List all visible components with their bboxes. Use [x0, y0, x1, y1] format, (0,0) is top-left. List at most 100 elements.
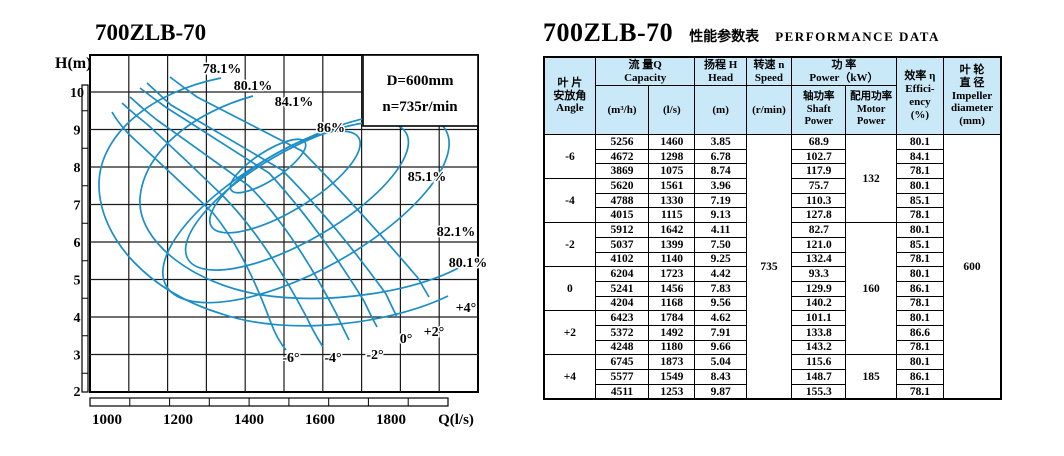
head-cell: 3.96 — [694, 178, 747, 194]
angle-label: -4° — [324, 351, 341, 366]
x-tick: 1000 — [92, 412, 122, 428]
performance-chart-panel: 700ZLB-70 H(m) D=600mm n=735r/min 78.1% … — [0, 0, 530, 451]
efficiency-cell: 85.1 — [895, 192, 945, 209]
efficiency-cell: 78.1 — [895, 163, 945, 180]
capacity-ls-cell: 1180 — [648, 339, 696, 356]
efficiency-cell: 85.1 — [895, 236, 945, 253]
shaft-power-cell: 132.4 — [791, 251, 847, 268]
blade-angle-labels: -6° -4° -2° 0° +2° +4° — [281, 300, 478, 368]
capacity-ls-cell: 1075 — [648, 163, 696, 180]
capacity-m3h-cell: 5241 — [594, 280, 650, 297]
legend-speed: n=735r/min — [382, 99, 458, 115]
capacity-ls-cell: 1784 — [648, 310, 696, 326]
x-scale-ticks — [129, 398, 409, 406]
capacity-m3h-cell: 5256 — [594, 134, 650, 150]
efficiency-cell: 78.1 — [895, 207, 945, 224]
header-capacity-cn: 流 量Q — [628, 58, 662, 71]
efficiency-cell: 80.1 — [895, 266, 945, 282]
table-row: +4 6745 1873 5.04 115.6 185 80.1 — [543, 354, 1001, 400]
efficiency-cell: 78.1 — [895, 339, 945, 356]
shaft-power-cell: 148.7 — [791, 369, 847, 385]
shaft-power-cell: 75.7 — [791, 178, 847, 194]
header-power-cn: 功 率 — [831, 58, 857, 71]
shaft-power-cell: 93.3 — [791, 266, 847, 282]
header-head-cn: 扬程 H — [703, 58, 738, 71]
head-cell: 4.62 — [694, 310, 747, 326]
head-cell: 9.66 — [694, 339, 747, 356]
motor-power-cell: 132 — [845, 133, 897, 224]
blade-angle-curves — [111, 76, 430, 351]
y-tick: 4 — [74, 311, 81, 326]
capacity-m3h-cell: 5577 — [594, 369, 650, 385]
vertical-gridlines — [128, 55, 440, 392]
efficiency-cell: 80.1 — [895, 134, 945, 150]
table-subtitle-cn: 性能参数表 — [689, 30, 760, 45]
capacity-m3h-cell: 3869 — [594, 163, 650, 180]
header-efficiency-en2: ency — [909, 96, 931, 108]
curve-angle-plus4 — [169, 76, 430, 298]
header-shaft-cn: 轴功率 — [803, 91, 835, 103]
table-row: 4672 1298 6.78 102.7 84.1 — [544, 148, 1001, 165]
table-row: +2 6423 1784 4.62 101.1 80.1 — [543, 310, 1001, 356]
table-subtitle-en: PERFORMANCE DATA — [775, 29, 940, 44]
motor-power-cell: 160 — [845, 222, 897, 356]
header-impeller-en2: diameter — [950, 102, 994, 115]
y-tick: 9 — [74, 124, 81, 139]
head-cell: 5.04 — [694, 354, 747, 370]
x-tick: 1800 — [376, 412, 406, 428]
header-head-group: 扬程 H Head — [694, 56, 747, 86]
capacity-ls-cell: 1399 — [648, 236, 696, 253]
header-shaft-en1: Shaft — [806, 103, 831, 115]
header-impeller-cn1: 叶 轮 — [959, 63, 985, 76]
curve-angle-minus2 — [129, 96, 350, 341]
capacity-m3h-cell: 5372 — [594, 324, 650, 341]
capacity-m3h-cell: 4788 — [594, 192, 650, 209]
x-tick: 1200 — [163, 412, 193, 428]
header-impeller-en1: Impeller — [951, 89, 993, 102]
table-row: 5241 1456 7.83 129.9 86.1 — [544, 280, 1001, 297]
capacity-m3h-cell: 6745 — [594, 354, 650, 370]
chart-title: 700ZLB-70 — [95, 20, 206, 45]
header-unit-rmin: (r/min) — [745, 85, 793, 135]
shaft-power-cell: 121.0 — [791, 236, 847, 253]
header-speed-group: 转速 n Speed — [745, 56, 793, 86]
efficiency-cell: 86.6 — [895, 324, 945, 341]
x-axis-label: Q(l/s) — [438, 412, 474, 428]
shaft-power-cell: 140.2 — [791, 295, 847, 312]
y-tick: 5 — [74, 274, 81, 289]
efficiency-cell: 78.1 — [895, 295, 945, 312]
table-row: 4102 1140 9.25 132.4 78.1 — [544, 251, 1001, 268]
table-row: -4 5620 1561 3.96 75.7 80.1 — [543, 178, 1001, 224]
shaft-power-cell: 117.9 — [791, 163, 847, 180]
head-cell: 9.87 — [694, 383, 747, 400]
shaft-power-cell: 110.3 — [791, 192, 847, 209]
efficiency-cell: 86.1 — [895, 369, 945, 385]
shaft-power-cell: 102.7 — [791, 148, 847, 165]
angle-cell: 0 — [543, 266, 596, 312]
x-tick: 1400 — [234, 412, 264, 428]
y-tick: 7 — [74, 199, 81, 214]
shaft-power-cell: 133.8 — [791, 324, 847, 341]
head-cell: 7.83 — [694, 280, 747, 297]
capacity-m3h-cell: 4672 — [594, 148, 650, 165]
capacity-m3h-cell: 4015 — [594, 207, 650, 224]
efficiency-cell: 78.1 — [895, 383, 945, 400]
header-capacity-group: 流 量Q Capacity — [594, 56, 696, 86]
table-row: 5577 1549 8.43 148.7 86.1 — [544, 369, 1001, 385]
y-tick: 2 — [74, 385, 81, 400]
shaft-power-cell: 127.8 — [791, 207, 847, 224]
header-angle: 叶 片 安放角 Angle — [543, 56, 596, 135]
capacity-ls-cell: 1723 — [648, 266, 696, 282]
y-tick: 10 — [70, 86, 84, 101]
efficiency-label: 82.1% — [437, 225, 476, 240]
curve-angle-minus4 — [121, 102, 324, 348]
angle-cell: -6 — [543, 133, 596, 180]
x-scale-bar — [89, 397, 449, 407]
header-shaft-en2: Power — [804, 116, 834, 128]
shaft-power-cell: 115.6 — [791, 354, 847, 370]
header-speed-en: Speed — [754, 71, 784, 84]
head-cell: 7.19 — [694, 192, 747, 209]
capacity-ls-cell: 1168 — [648, 295, 696, 312]
efficiency-labels: 78.1% 80.1% 84.1% 86% 85.1% 82.1% 80.1% — [201, 61, 489, 273]
